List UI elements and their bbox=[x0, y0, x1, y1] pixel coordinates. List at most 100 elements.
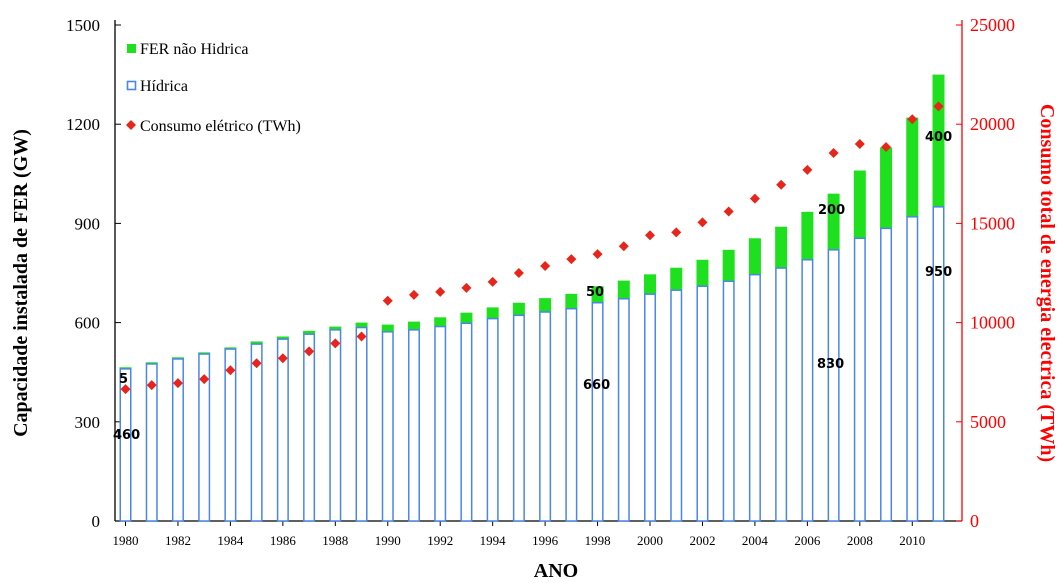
bar-hidrica bbox=[460, 322, 473, 522]
consumo-point bbox=[146, 380, 157, 391]
bar-fer bbox=[775, 226, 788, 269]
bar-fer bbox=[512, 302, 525, 316]
bar-fer bbox=[906, 117, 919, 217]
bar-fer bbox=[827, 193, 840, 250]
bar-hidrica bbox=[853, 237, 866, 522]
consumo-point bbox=[330, 338, 341, 349]
consumo-point bbox=[225, 365, 236, 376]
bar-fer bbox=[539, 298, 552, 313]
consumo-point bbox=[933, 101, 944, 112]
x-tick-label: 1984 bbox=[217, 533, 244, 548]
legend-swatch-fer bbox=[127, 44, 136, 53]
x-tick-label: 1994 bbox=[480, 533, 507, 548]
y-tick-label: 300 bbox=[75, 413, 101, 432]
consumo-point bbox=[277, 353, 288, 364]
bar-fer bbox=[119, 367, 132, 369]
annotation-label: 5 bbox=[119, 372, 128, 387]
bar-hidrica bbox=[644, 293, 657, 522]
x-tick-label: 2006 bbox=[794, 533, 821, 548]
bar-fer bbox=[224, 347, 237, 350]
consumo-point bbox=[854, 139, 865, 150]
consumo-point bbox=[435, 286, 446, 297]
bar-hidrica bbox=[276, 338, 289, 522]
x-tick-label: 2008 bbox=[847, 533, 873, 548]
consumo-point bbox=[671, 227, 682, 238]
consumo-point bbox=[566, 254, 577, 265]
bar-hidrica bbox=[486, 317, 499, 522]
annotation-label: 830 bbox=[817, 357, 844, 372]
y2-tick-label: 15000 bbox=[970, 213, 1015, 233]
plot-area: 0300600900120015000500010000150002000025… bbox=[66, 15, 1015, 548]
consumo-point bbox=[382, 295, 393, 306]
legend-marker-consumo bbox=[126, 120, 136, 130]
bar-fer bbox=[250, 341, 263, 345]
consumo-point bbox=[251, 358, 262, 369]
bar-fer bbox=[407, 321, 420, 330]
y-tick-label: 1200 bbox=[66, 115, 100, 134]
annotation-label: 400 bbox=[925, 130, 952, 145]
consumo-point bbox=[199, 374, 210, 385]
legend-swatch-hidrica bbox=[126, 80, 137, 91]
y2-tick-label: 20000 bbox=[970, 114, 1015, 134]
y2-tick-label: 10000 bbox=[970, 313, 1015, 333]
legend-label-fer: FER não Hidrica bbox=[140, 41, 248, 58]
y2-tick-label: 25000 bbox=[970, 15, 1015, 35]
bar-hidrica bbox=[224, 348, 237, 522]
y2-tick-label: 5000 bbox=[970, 412, 1006, 432]
bar-fer bbox=[434, 317, 447, 327]
bar-hidrica bbox=[827, 249, 840, 522]
bar-hidrica bbox=[381, 331, 394, 522]
bar-hidrica bbox=[880, 227, 893, 522]
annotation-label: 950 bbox=[925, 265, 952, 280]
bar-fer bbox=[355, 322, 368, 328]
consumo-point bbox=[592, 249, 603, 260]
bar-fer bbox=[853, 170, 866, 239]
bar-fer bbox=[722, 249, 735, 282]
bar-hidrica bbox=[539, 311, 552, 522]
x-tick-label: 1998 bbox=[585, 533, 611, 548]
bar-hidrica bbox=[171, 358, 184, 522]
consumo-point bbox=[172, 378, 183, 389]
bar-hidrica bbox=[906, 216, 919, 522]
annotation-label: 460 bbox=[113, 428, 140, 443]
consumo-point bbox=[776, 179, 787, 190]
bar-fer bbox=[670, 267, 683, 291]
bar-hidrica bbox=[801, 259, 814, 522]
consumo-point bbox=[356, 331, 367, 342]
x-tick-label: 1990 bbox=[375, 533, 401, 548]
bar-fer bbox=[565, 293, 578, 309]
consumo-point bbox=[881, 142, 892, 153]
bar-hidrica bbox=[303, 333, 316, 522]
bar-hidrica bbox=[932, 206, 945, 522]
bar-fer bbox=[644, 274, 657, 295]
consumo-point bbox=[723, 206, 734, 217]
bar-fer bbox=[591, 286, 604, 303]
consumo-point bbox=[749, 193, 760, 204]
consumo-point bbox=[618, 241, 629, 252]
annotation-label: 660 bbox=[583, 378, 610, 393]
consumo-point bbox=[645, 230, 656, 241]
bar-hidrica bbox=[434, 325, 447, 522]
x-tick-label: 1980 bbox=[113, 533, 139, 548]
x-tick-label: 2004 bbox=[742, 533, 769, 548]
consumo-point bbox=[120, 384, 131, 395]
bar-fer bbox=[748, 238, 761, 275]
consumo-point bbox=[513, 268, 524, 278]
x-tick-label: 2010 bbox=[899, 533, 925, 548]
bar-hidrica bbox=[696, 285, 709, 522]
x-tick-label: 1988 bbox=[322, 533, 348, 548]
bar-fer bbox=[171, 357, 184, 359]
y-tick-label: 1500 bbox=[66, 16, 100, 35]
consumo-point bbox=[487, 276, 498, 287]
bar-hidrica bbox=[119, 368, 132, 522]
consumo-point bbox=[697, 217, 708, 228]
bar-fer bbox=[880, 147, 893, 229]
bar-hidrica bbox=[250, 343, 263, 522]
y-axis-title: Capacidade instalada de FER (GW) bbox=[10, 129, 32, 437]
bar-fer bbox=[145, 362, 158, 364]
bar-fer bbox=[486, 307, 499, 319]
consumo-point bbox=[828, 147, 839, 158]
consumo-point bbox=[408, 289, 419, 300]
bar-hidrica bbox=[512, 314, 525, 522]
